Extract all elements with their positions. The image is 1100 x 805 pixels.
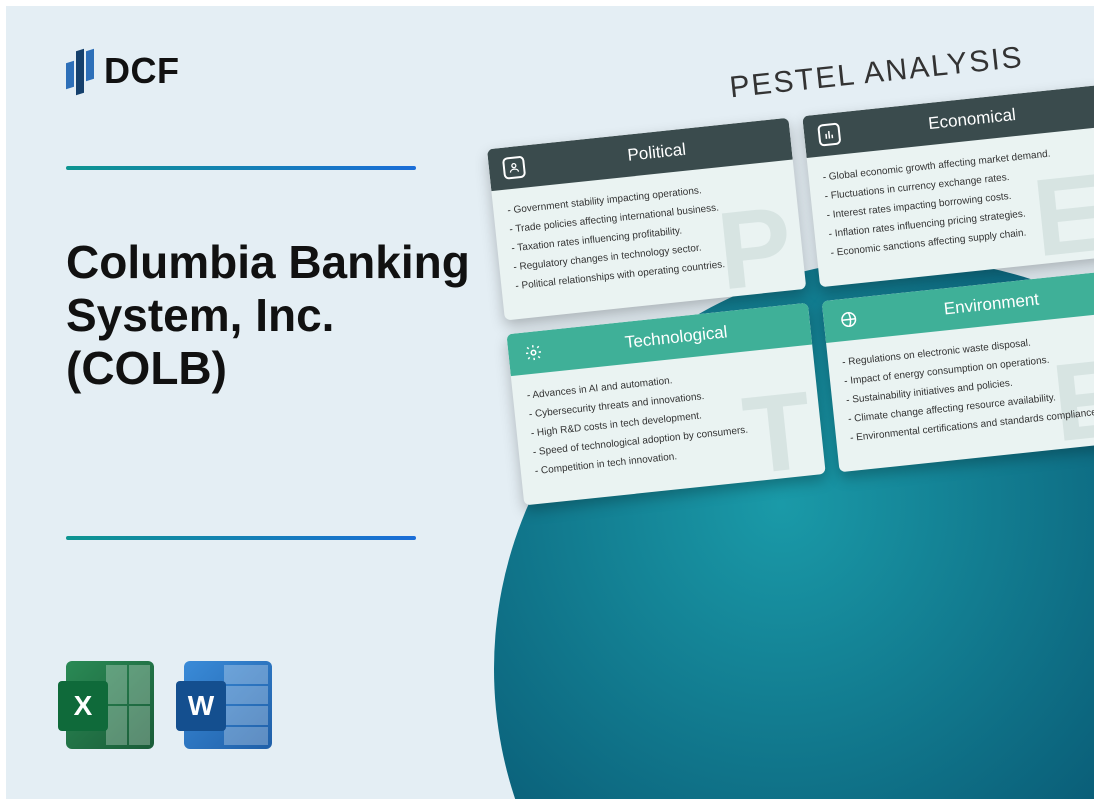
pestel-heading: PESTEL ANALYSIS	[728, 41, 1025, 106]
word-icon[interactable]: W	[184, 661, 272, 749]
card-environment: Environment E Regulations on electronic …	[822, 270, 1094, 473]
person-icon	[502, 156, 526, 180]
card-list: Global economic growth affecting market …	[822, 140, 1094, 263]
card-list: Government stability impacting operation…	[507, 173, 790, 296]
card-list: Advances in AI and automation.Cybersecur…	[526, 358, 809, 481]
canvas: DCF Columbia Banking System, Inc. (COLB)…	[6, 6, 1094, 799]
logo-bars-icon	[66, 46, 94, 96]
pestel-cards: Political P Government stability impacti…	[487, 85, 1094, 506]
card-economical: Economical E Global economic growth affe…	[802, 85, 1094, 288]
word-letter: W	[176, 681, 226, 731]
excel-icon[interactable]: X	[66, 661, 154, 749]
logo-text: DCF	[104, 50, 180, 92]
leaf-icon	[837, 307, 861, 331]
logo: DCF	[66, 46, 180, 96]
gear-icon	[521, 341, 545, 365]
file-icons: X W	[66, 661, 272, 749]
page-title: Columbia Banking System, Inc. (COLB)	[66, 236, 496, 395]
card-list: Regulations on electronic waste disposal…	[841, 325, 1094, 448]
bars-icon	[817, 122, 841, 146]
excel-letter: X	[58, 681, 108, 731]
divider-bottom	[66, 536, 416, 540]
card-political: Political P Government stability impacti…	[487, 118, 806, 321]
card-technological: Technological T Advances in AI and autom…	[506, 303, 825, 506]
divider-top	[66, 166, 416, 170]
